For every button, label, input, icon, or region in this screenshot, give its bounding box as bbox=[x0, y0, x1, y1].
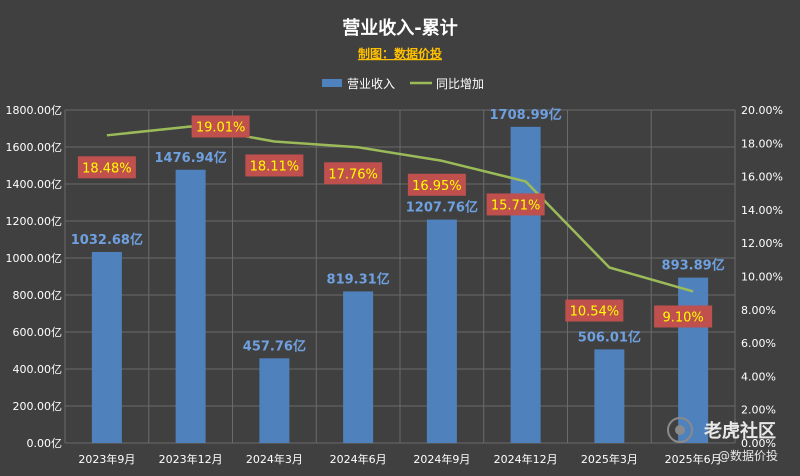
chart-title: 营业收入-累计 bbox=[342, 17, 457, 39]
y-right-tick-label: 14.00% bbox=[741, 204, 783, 217]
line-data-label: 17.76% bbox=[328, 167, 378, 182]
x-tick-label: 2024年12月 bbox=[494, 452, 558, 466]
y-right-tick-label: 10.00% bbox=[741, 271, 783, 284]
legend-bar-swatch bbox=[322, 79, 342, 87]
line-data-label-box bbox=[77, 156, 136, 179]
line-data-label: 18.11% bbox=[250, 159, 300, 174]
y-right-tick-label: 12.00% bbox=[741, 237, 783, 250]
legend-bar-label: 营业收入 bbox=[347, 77, 395, 91]
bar bbox=[426, 219, 457, 443]
tiger-community-logo-icon-inner bbox=[675, 425, 685, 435]
y-left-tick-label: 1000.00亿 bbox=[6, 252, 63, 265]
bar-data-label: 1708.99亿 bbox=[490, 107, 562, 123]
bar bbox=[510, 126, 541, 443]
y-right-tick-label: 16.00% bbox=[741, 171, 783, 184]
x-tick-label: 2024年3月 bbox=[246, 452, 303, 466]
watermark-brand: 老虎社区 bbox=[704, 420, 776, 442]
y-left-tick-label: 800.00亿 bbox=[13, 289, 63, 302]
bar-data-label: 1032.68亿 bbox=[71, 232, 143, 248]
line-data-label: 18.48% bbox=[82, 161, 132, 176]
line-data-label-box bbox=[565, 299, 624, 322]
y-right-tick-label: 6.00% bbox=[741, 337, 776, 350]
bar-data-label: 893.89亿 bbox=[662, 258, 725, 274]
bar-data-label: 506.01亿 bbox=[578, 329, 641, 345]
tiger-community-logo-icon bbox=[667, 417, 693, 443]
x-tick-label: 2024年9月 bbox=[413, 452, 470, 466]
bar bbox=[678, 277, 709, 443]
x-tick-label: 2023年9月 bbox=[78, 452, 135, 466]
y-left-tick-label: 200.00亿 bbox=[13, 400, 63, 413]
x-tick-label: 2024年6月 bbox=[330, 452, 387, 466]
line-data-label: 16.95% bbox=[412, 179, 462, 194]
y-left-tick-label: 0.00亿 bbox=[27, 437, 63, 450]
y-left-axis: 0.00亿 200.00亿 400.00亿 600.00亿 800.00亿 1000.00… bbox=[6, 104, 63, 450]
y-left-tick-label: 1800.00亿 bbox=[6, 104, 63, 117]
y-right-tick-label: 18.00% bbox=[741, 137, 783, 150]
line-data-labels: 18.48% 19.01% 18.11% 17.76% 16.95% 15.71% 10.5… bbox=[77, 115, 713, 328]
y-left-tick-label: 1400.00亿 bbox=[6, 178, 63, 191]
bar-series bbox=[91, 126, 709, 443]
line-data-label: 19.01% bbox=[196, 120, 246, 135]
legend-line-label: 同比增加 bbox=[436, 77, 484, 91]
bar-data-label: 1476.94亿 bbox=[155, 150, 227, 166]
watermark-author: @数据价投 bbox=[718, 448, 778, 463]
line-data-label-box bbox=[324, 162, 383, 185]
y-right-tick-label: 2.00% bbox=[741, 404, 776, 417]
bar bbox=[91, 251, 122, 443]
bar-data-labels: 1032.68亿 1476.94亿 457.76亿 819.31亿 1207.76亿 17… bbox=[71, 107, 725, 354]
bar-data-label: 457.76亿 bbox=[243, 338, 306, 354]
chart-subtitle: 制图：数据价投 bbox=[358, 46, 442, 61]
bar bbox=[594, 349, 625, 443]
x-tick-label: 2025年6月 bbox=[665, 452, 722, 466]
bar bbox=[343, 291, 374, 443]
y-right-axis: 0.00% 2.00% 4.00% 6.00% 8.00% 10.00% 12.00% 14.… bbox=[741, 104, 783, 450]
line-data-label-box bbox=[191, 115, 250, 138]
y-left-tick-label: 600.00亿 bbox=[13, 326, 63, 339]
bar-data-label: 819.31亿 bbox=[327, 271, 390, 287]
y-right-tick-label: 4.00% bbox=[741, 370, 776, 383]
line-data-label-box bbox=[407, 173, 466, 196]
y-right-tick-label: 20.00% bbox=[741, 104, 783, 117]
line-data-label-box bbox=[486, 193, 545, 216]
legend: 营业收入 同比增加 bbox=[322, 77, 484, 91]
x-axis: 2023年9月 2023年12月 2024年3月 2024年6月 2024年9月 2024… bbox=[78, 452, 721, 466]
x-tick-label: 2023年12月 bbox=[159, 452, 223, 466]
y-left-tick-label: 400.00亿 bbox=[13, 363, 63, 376]
line-data-label-box bbox=[245, 154, 304, 177]
line-data-label: 15.71% bbox=[491, 198, 541, 213]
line-data-label: 9.10% bbox=[662, 310, 703, 325]
watermark: 老虎社区 @数据价投 bbox=[667, 417, 778, 463]
y-left-tick-label: 1200.00亿 bbox=[6, 215, 63, 228]
y-right-tick-label: 8.00% bbox=[741, 304, 776, 317]
y-left-tick-label: 1600.00亿 bbox=[6, 141, 63, 154]
bar bbox=[259, 358, 290, 443]
line-data-label-box bbox=[654, 305, 713, 328]
bar bbox=[175, 169, 206, 443]
y-right-tick-label: 0.00% bbox=[741, 437, 776, 450]
x-tick-label: 2025年3月 bbox=[581, 452, 638, 466]
bar-data-label: 1207.76亿 bbox=[406, 200, 478, 216]
line-data-label: 10.54% bbox=[570, 305, 620, 320]
